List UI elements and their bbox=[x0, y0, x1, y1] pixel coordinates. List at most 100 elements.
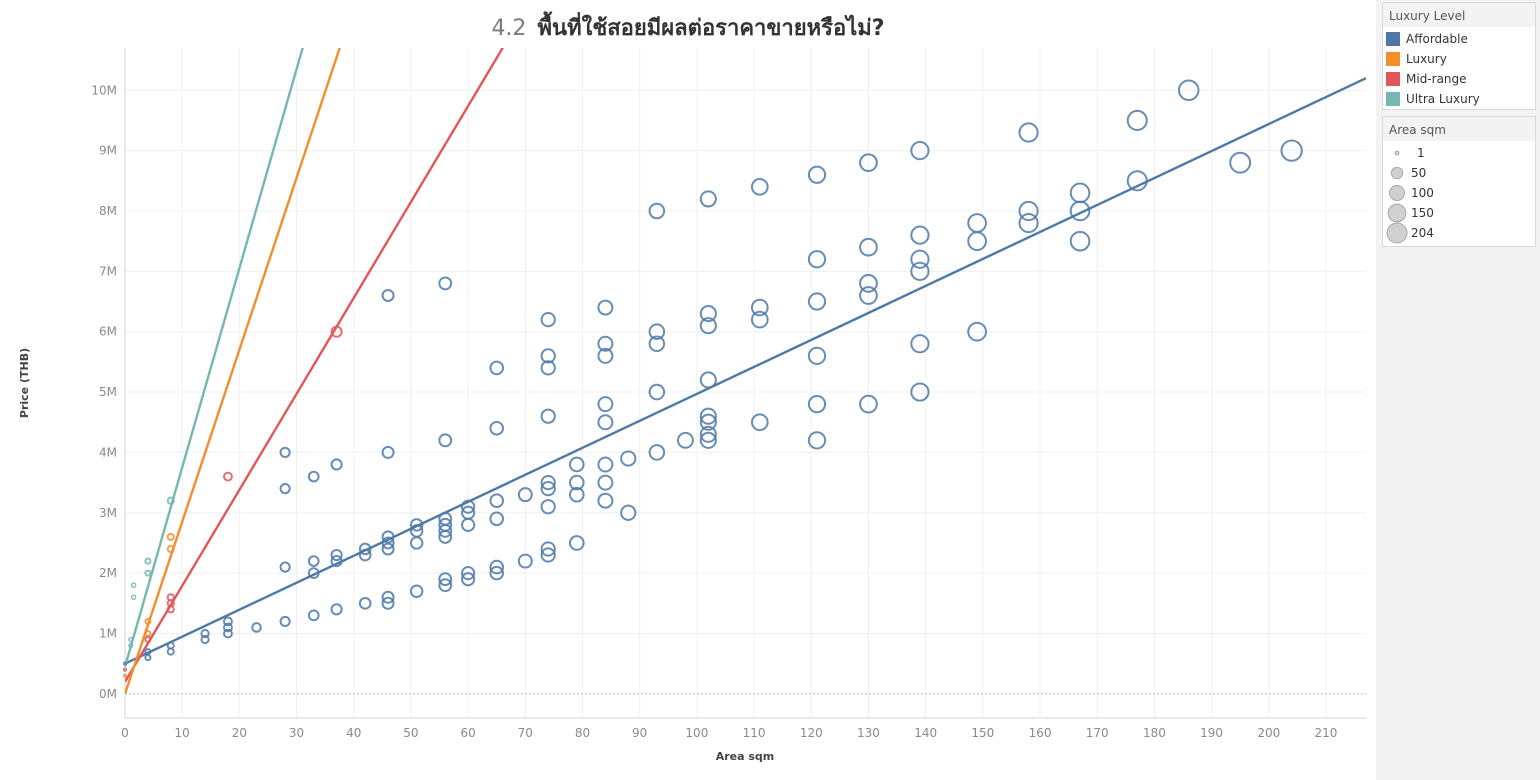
point-affordable bbox=[330, 603, 343, 616]
point-affordable bbox=[330, 554, 343, 568]
point-affordable bbox=[461, 505, 476, 520]
point-affordable bbox=[381, 445, 395, 459]
legend-item-affordable[interactable]: Affordable bbox=[1383, 29, 1535, 49]
size-legend-item[interactable]: 204 bbox=[1383, 222, 1535, 244]
size-legend-label: 100 bbox=[1411, 186, 1434, 200]
point-affordable bbox=[699, 407, 717, 425]
y-tick-label: 3M bbox=[99, 506, 117, 520]
x-tick-label: 110 bbox=[743, 726, 766, 740]
point-affordable bbox=[807, 395, 827, 414]
point-affordable bbox=[648, 383, 666, 401]
point-mid-range bbox=[166, 593, 175, 602]
point-affordable bbox=[620, 504, 637, 521]
point-affordable bbox=[859, 237, 878, 257]
point-affordable bbox=[1018, 122, 1039, 143]
point-ultra-luxury bbox=[144, 557, 152, 565]
size-legend: Area sqm 1 50 100 150 204 bbox=[1382, 116, 1536, 247]
point-mid-range bbox=[122, 667, 128, 672]
point-affordable bbox=[568, 535, 585, 551]
x-tick-label: 180 bbox=[1143, 726, 1166, 740]
point-affordable bbox=[330, 458, 343, 471]
legend-item-ultra-luxury[interactable]: Ultra Luxury bbox=[1383, 89, 1535, 109]
axis-ticks: 0 10 20 30 40 50 60 70 80 90 100 110 120 130 140 150 160… bbox=[91, 83, 1337, 740]
size-legend-item[interactable]: 100 bbox=[1383, 183, 1535, 203]
legend-item-mid-range[interactable]: Mid-range bbox=[1383, 69, 1535, 89]
point-affordable bbox=[750, 298, 769, 317]
trend-lines bbox=[125, 48, 1366, 695]
point-ultra-luxury bbox=[128, 636, 134, 643]
point-affordable bbox=[330, 548, 343, 562]
point-ultra-luxury bbox=[144, 569, 152, 577]
x-tick-label: 200 bbox=[1257, 726, 1280, 740]
point-affordable bbox=[750, 177, 769, 196]
x-tick-label: 160 bbox=[1029, 726, 1052, 740]
point-affordable bbox=[540, 474, 556, 491]
y-tick-label: 8M bbox=[99, 204, 117, 218]
size-legend-label: 150 bbox=[1411, 206, 1434, 220]
legend-label: Affordable bbox=[1406, 32, 1468, 46]
size-legend-item[interactable]: 50 bbox=[1383, 163, 1535, 183]
point-affordable bbox=[597, 335, 614, 352]
point-affordable bbox=[517, 487, 533, 503]
point-affordable bbox=[381, 590, 395, 604]
point-affordable bbox=[540, 360, 556, 376]
point-affordable bbox=[910, 382, 930, 402]
point-affordable bbox=[409, 584, 424, 598]
point-affordable bbox=[358, 596, 372, 610]
y-tick-label: 7M bbox=[99, 264, 117, 278]
legend-label: Ultra Luxury bbox=[1406, 92, 1480, 106]
size-legend-label: 204 bbox=[1411, 226, 1434, 240]
point-ultra-luxury bbox=[130, 594, 137, 601]
point-affordable bbox=[438, 511, 453, 526]
point-affordable bbox=[279, 615, 291, 628]
point-affordable bbox=[568, 474, 585, 491]
point-affordable bbox=[381, 596, 395, 610]
point-affordable bbox=[699, 190, 717, 208]
point-affordable bbox=[1229, 151, 1252, 174]
point-luxury bbox=[122, 673, 128, 678]
point-affordable bbox=[967, 213, 987, 233]
color-legend: Luxury Level Affordable Luxury Mid-range Ul… bbox=[1382, 2, 1536, 110]
point-affordable bbox=[910, 334, 930, 354]
point-affordable bbox=[489, 420, 505, 436]
point-affordable bbox=[381, 536, 395, 550]
point-affordable bbox=[910, 249, 930, 269]
point-affordable bbox=[489, 559, 505, 575]
point-affordable bbox=[409, 536, 424, 550]
point-affordable bbox=[223, 628, 233, 639]
point-affordable bbox=[648, 323, 666, 340]
point-affordable bbox=[409, 518, 424, 532]
x-tick-label: 20 bbox=[232, 726, 247, 740]
point-affordable bbox=[648, 444, 666, 461]
grid-lines bbox=[124, 48, 1366, 719]
y-tick-label: 4M bbox=[99, 445, 117, 459]
legend-item-luxury[interactable]: Luxury bbox=[1383, 49, 1535, 69]
point-affordable bbox=[807, 292, 827, 311]
legend-label: Mid-range bbox=[1406, 72, 1467, 86]
point-affordable bbox=[438, 517, 453, 532]
point-affordable bbox=[279, 483, 291, 495]
chart-title-text: พื้นที่ใช้สอยมีผลต่อราคาขายหรือไม่? bbox=[538, 11, 885, 41]
point-affordable bbox=[597, 396, 614, 413]
x-tick-label: 10 bbox=[175, 726, 190, 740]
point-affordable bbox=[807, 250, 827, 269]
y-tick-label: 1M bbox=[99, 626, 117, 640]
trend-line-ultra-luxury bbox=[125, 48, 304, 668]
point-affordable bbox=[699, 425, 717, 443]
size-legend-item[interactable]: 1 bbox=[1383, 143, 1535, 163]
legend-swatch bbox=[1386, 52, 1400, 66]
point-affordable bbox=[967, 321, 987, 342]
size-legend-item[interactable]: 150 bbox=[1383, 203, 1535, 223]
point-affordable bbox=[144, 654, 152, 662]
point-affordable bbox=[699, 305, 717, 323]
point-affordable bbox=[540, 311, 556, 328]
trend-line-luxury bbox=[125, 48, 341, 695]
point-affordable bbox=[807, 165, 827, 184]
point-affordable bbox=[699, 413, 717, 431]
size-legend-label: 50 bbox=[1411, 166, 1427, 180]
point-affordable bbox=[307, 470, 320, 483]
point-affordable bbox=[251, 622, 262, 633]
x-axis-title: Area sqm bbox=[716, 750, 775, 763]
point-affordable bbox=[279, 561, 291, 573]
x-tick-label: 90 bbox=[632, 726, 647, 740]
